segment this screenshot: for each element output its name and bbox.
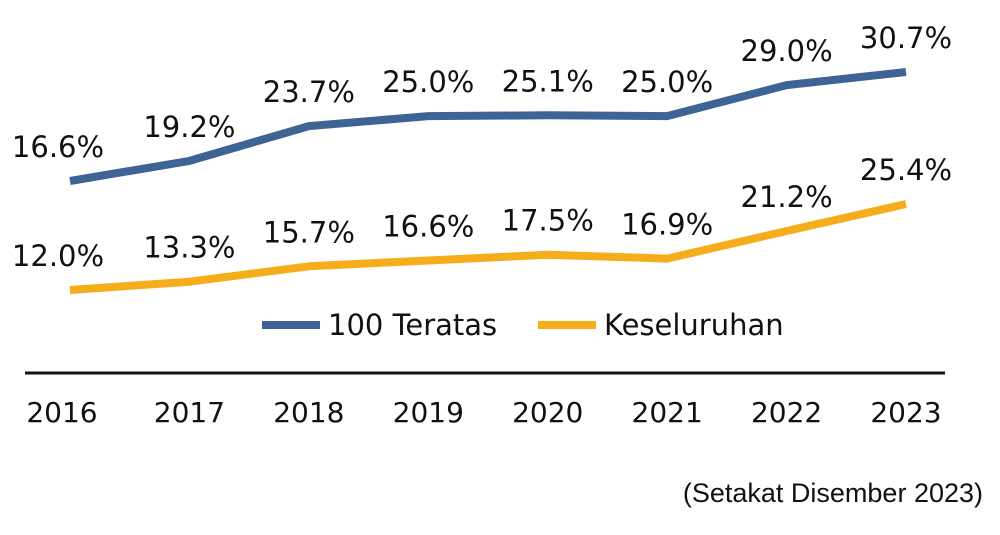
data-label-100-teratas: 19.2% bbox=[143, 110, 235, 144]
data-label-keseluruhan: 21.2% bbox=[741, 180, 833, 214]
data-label-keseluruhan: 16.6% bbox=[382, 209, 474, 243]
data-label-keseluruhan: 16.9% bbox=[621, 208, 713, 242]
data-label-keseluruhan: 13.3% bbox=[143, 231, 235, 265]
data-label-100-teratas: 16.6% bbox=[12, 130, 104, 164]
data-label-100-teratas: 29.0% bbox=[741, 34, 833, 68]
data-label-100-teratas: 25.0% bbox=[382, 65, 474, 99]
x-tick-label: 2017 bbox=[154, 396, 225, 429]
x-tick-label: 2021 bbox=[632, 396, 703, 429]
data-label-keseluruhan: 25.4% bbox=[860, 153, 952, 187]
series-layer bbox=[69, 68, 907, 294]
data-label-layer: 16.6% 19.2% 23.7% 25.0% 25.1% 25.0% 29.0% 30.7%… bbox=[12, 21, 952, 273]
x-axis-ticks: 2016 2017 2018 2019 2020 2021 2022 2023 bbox=[26, 396, 941, 429]
x-tick-label: 2020 bbox=[512, 396, 583, 429]
x-tick-label: 2018 bbox=[273, 396, 344, 429]
legend-label-100-teratas: 100 Teratas bbox=[328, 308, 497, 342]
data-label-100-teratas: 25.1% bbox=[502, 64, 594, 98]
data-label-100-teratas: 23.7% bbox=[263, 75, 355, 109]
series-line-keseluruhan bbox=[69, 200, 907, 294]
x-tick-label: 2016 bbox=[26, 396, 97, 429]
legend-label-keseluruhan: Keseluruhan bbox=[604, 308, 784, 342]
source-note: (Setakat Disember 2023) bbox=[683, 478, 983, 508]
series-line-100-teratas bbox=[69, 68, 907, 185]
x-tick-label: 2022 bbox=[751, 396, 822, 429]
x-tick-label: 2019 bbox=[393, 396, 464, 429]
data-label-keseluruhan: 12.0% bbox=[12, 239, 104, 273]
x-tick-label: 2023 bbox=[870, 396, 941, 429]
data-label-100-teratas: 25.0% bbox=[621, 65, 713, 99]
data-label-100-teratas: 30.7% bbox=[860, 21, 952, 55]
data-label-keseluruhan: 17.5% bbox=[502, 204, 594, 238]
data-label-keseluruhan: 15.7% bbox=[263, 215, 355, 249]
legend: 100 Teratas Keseluruhan bbox=[262, 308, 784, 342]
